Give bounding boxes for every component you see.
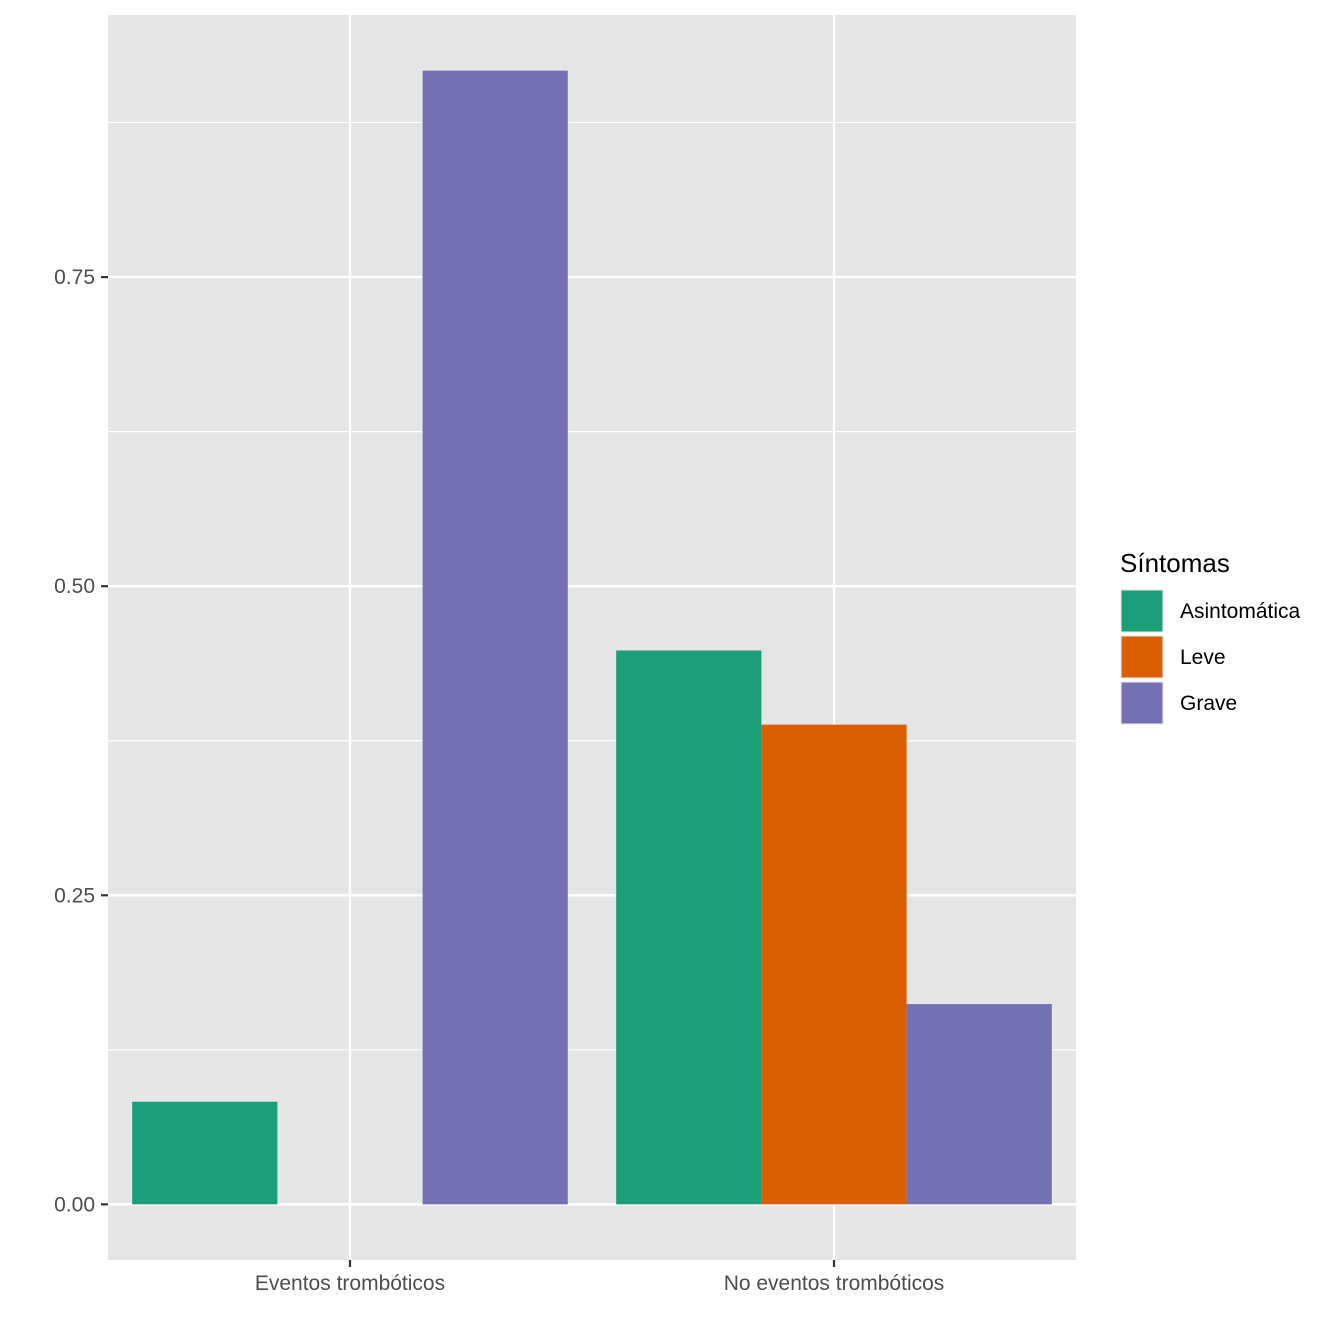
legend: Síntomas Asintomática Leve Grave	[1120, 548, 1301, 725]
y-tick-label: 0.00	[54, 1193, 95, 1216]
bar	[422, 70, 568, 1205]
legend-key	[1121, 590, 1163, 632]
bar	[906, 1004, 1052, 1205]
x-tick-label: No eventos trombóticos	[724, 1272, 945, 1295]
bar	[132, 1101, 278, 1205]
legend-label: Grave	[1180, 692, 1237, 715]
legend-label: Leve	[1180, 646, 1226, 669]
legend-label: Asintomática	[1180, 600, 1301, 623]
bar	[616, 650, 762, 1205]
x-tick-label: Eventos trombóticos	[255, 1272, 445, 1295]
legend-title: Síntomas	[1120, 548, 1230, 578]
y-axis: 0.00 0.25 0.50 0.75	[54, 266, 108, 1216]
legend-key	[1121, 682, 1163, 724]
legend-key	[1121, 636, 1163, 678]
y-tick-label: 0.25	[54, 884, 95, 907]
bar	[761, 724, 907, 1205]
x-axis: Eventos trombóticos No eventos trombótico…	[255, 1260, 944, 1295]
bars	[132, 70, 1052, 1205]
y-tick-label: 0.75	[54, 266, 95, 289]
y-tick-label: 0.50	[54, 575, 95, 598]
